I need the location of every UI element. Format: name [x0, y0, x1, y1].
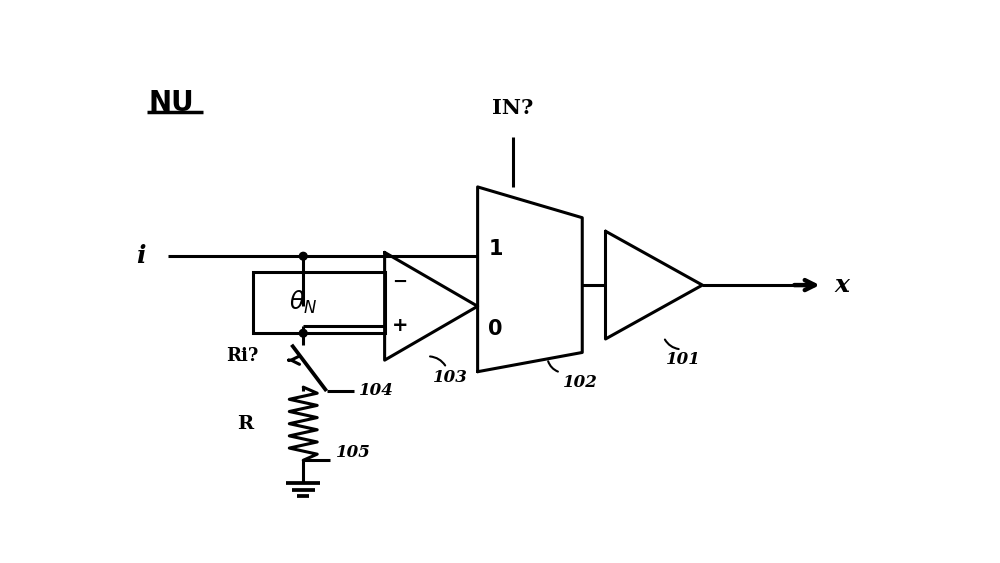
Text: 104: 104	[359, 382, 394, 400]
Text: 1: 1	[488, 239, 503, 258]
Text: R: R	[237, 415, 254, 433]
Text: 103: 103	[433, 369, 468, 386]
Bar	[253, 271, 385, 333]
Circle shape	[299, 252, 307, 260]
Text: x: x	[834, 273, 849, 297]
Text: 105: 105	[336, 444, 371, 461]
Text: Ri?: Ri?	[226, 347, 258, 365]
Text: 101: 101	[666, 351, 700, 368]
Text: IN?: IN?	[492, 99, 533, 118]
Text: 0: 0	[488, 319, 503, 339]
Text: −: −	[393, 272, 408, 291]
Text: $\theta_N$: $\theta_N$	[289, 289, 317, 316]
Text: 102: 102	[563, 374, 598, 391]
Text: NU: NU	[148, 89, 194, 117]
Text: +: +	[392, 316, 408, 335]
Text: i: i	[137, 244, 146, 268]
Circle shape	[299, 329, 307, 337]
